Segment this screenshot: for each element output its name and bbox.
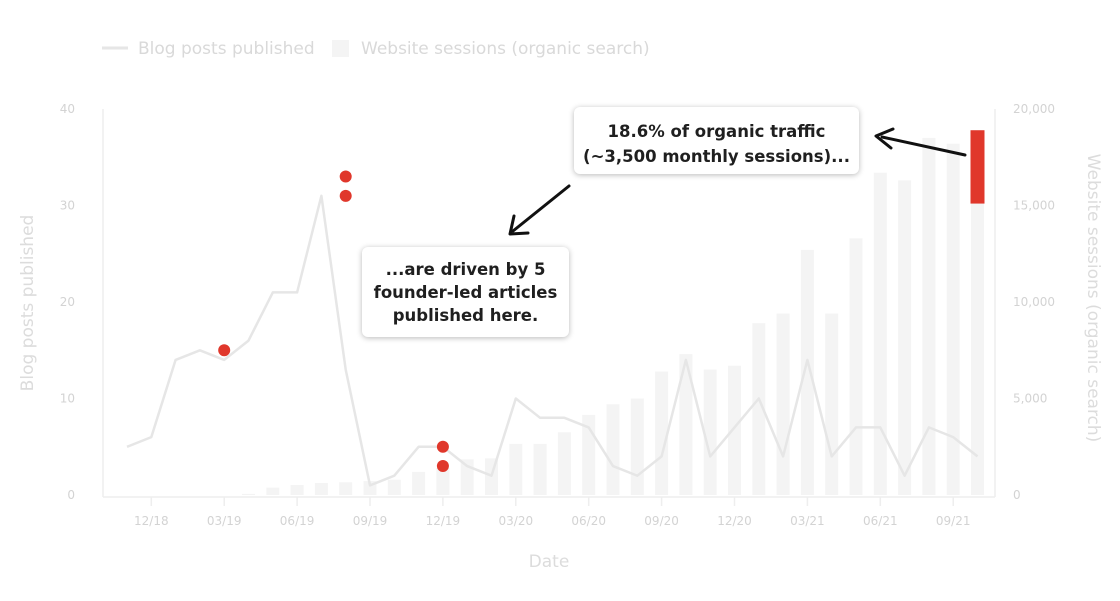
callout-founder-articles: ...are driven by 5 founder-led articles … bbox=[362, 247, 569, 337]
arrow-to-articles bbox=[511, 184, 571, 233]
left-y-tick-label: 0 bbox=[67, 488, 75, 502]
right-y-tick-label: 10,000 bbox=[1013, 295, 1055, 309]
session-bar bbox=[630, 398, 644, 495]
x-tick-label: 03/21 bbox=[790, 514, 825, 528]
session-bar bbox=[582, 414, 596, 495]
x-tick-label: 03/20 bbox=[499, 514, 534, 528]
session-bar bbox=[922, 137, 936, 495]
session-bar bbox=[703, 369, 717, 495]
session-bar bbox=[509, 443, 523, 495]
left-y-ticks: 0 10 20 30 40 bbox=[60, 102, 75, 502]
session-bar bbox=[655, 371, 669, 495]
session-bar bbox=[412, 471, 426, 495]
left-y-tick-label: 40 bbox=[60, 102, 75, 116]
session-bar bbox=[606, 404, 620, 495]
session-bar bbox=[387, 479, 401, 495]
left-y-tick-label: 10 bbox=[60, 392, 75, 406]
right-y-ticks: 0 5,000 10,000 15,000 20,000 bbox=[1013, 102, 1055, 502]
annotation-arrows bbox=[508, 127, 967, 236]
callout-organic-traffic: 18.6% of organic traffic (~3,500 monthly… bbox=[574, 107, 859, 174]
session-bar bbox=[898, 180, 912, 495]
session-bar bbox=[436, 467, 450, 495]
right-axis-title: Website sessions (organic search) bbox=[1083, 154, 1103, 443]
x-ticks: 12/18 03/19 06/19 09/19 12/19 03/20 06/20 09/20… bbox=[134, 497, 970, 528]
session-bar bbox=[266, 487, 280, 495]
line-series bbox=[126, 194, 979, 487]
right-y-tick-label: 20,000 bbox=[1013, 102, 1055, 116]
bar-series bbox=[242, 130, 984, 496]
session-bar bbox=[290, 484, 304, 495]
right-y-tick-label: 15,000 bbox=[1013, 199, 1055, 213]
x-axis-title: Date bbox=[529, 552, 570, 572]
x-tick-label: 06/20 bbox=[571, 514, 606, 528]
callout-top-line-2: (~3,500 monthly sessions)... bbox=[583, 147, 850, 166]
session-bar bbox=[971, 130, 984, 496]
session-bar bbox=[728, 365, 741, 495]
session-bar bbox=[679, 354, 693, 495]
session-bar bbox=[242, 493, 255, 495]
session-bar bbox=[825, 313, 839, 495]
session-bar bbox=[557, 432, 571, 495]
session-bar bbox=[752, 323, 766, 495]
callout-mid-line-1: ...are driven by 5 bbox=[385, 260, 546, 279]
arrowhead-right bbox=[874, 127, 895, 150]
callout-top-line-1: 18.6% of organic traffic bbox=[607, 122, 826, 141]
session-bar bbox=[314, 483, 328, 495]
founder-article-point bbox=[339, 189, 352, 202]
legend-line-label: Blog posts published bbox=[138, 39, 315, 59]
legend: Blog posts published Website sessions (o… bbox=[102, 39, 650, 59]
left-y-tick-label: 20 bbox=[60, 295, 75, 309]
arrowhead-down bbox=[508, 214, 530, 236]
legend-bar-swatch bbox=[332, 40, 349, 57]
left-axis-title: Blog posts published bbox=[18, 215, 38, 392]
highlight-marks bbox=[218, 130, 985, 473]
founder-article-point bbox=[436, 460, 449, 473]
callout-mid-line-2: founder-led articles bbox=[373, 283, 558, 302]
session-bar bbox=[849, 238, 863, 495]
right-y-tick-label: 0 bbox=[1013, 488, 1021, 502]
x-tick-label: 12/19 bbox=[426, 514, 461, 528]
legend-bar-label: Website sessions (organic search) bbox=[361, 39, 650, 59]
session-bar bbox=[946, 143, 960, 496]
session-bar bbox=[873, 172, 887, 495]
x-tick-label: 03/19 bbox=[207, 514, 242, 528]
left-y-tick-label: 30 bbox=[60, 199, 75, 213]
founder-article-point bbox=[218, 344, 231, 357]
posts-line bbox=[126, 194, 979, 487]
right-y-tick-label: 5,000 bbox=[1013, 392, 1047, 406]
arrow-to-highlight-bar bbox=[880, 135, 967, 157]
session-bar bbox=[776, 313, 790, 495]
x-tick-label: 06/19 bbox=[280, 514, 315, 528]
x-tick-label: 09/21 bbox=[936, 514, 971, 528]
x-tick-label: 09/19 bbox=[353, 514, 388, 528]
x-tick-label: 12/18 bbox=[134, 514, 169, 528]
highlight-bar-segment bbox=[970, 130, 985, 204]
founder-article-point bbox=[339, 170, 352, 183]
x-tick-label: 06/21 bbox=[863, 514, 898, 528]
session-bar bbox=[339, 482, 353, 495]
founder-article-point bbox=[436, 440, 449, 453]
session-bar bbox=[800, 249, 814, 495]
callout-mid-line-3: published here. bbox=[392, 306, 539, 325]
session-bar bbox=[533, 443, 547, 495]
x-tick-label: 09/20 bbox=[644, 514, 679, 528]
x-tick-label: 12/20 bbox=[717, 514, 752, 528]
